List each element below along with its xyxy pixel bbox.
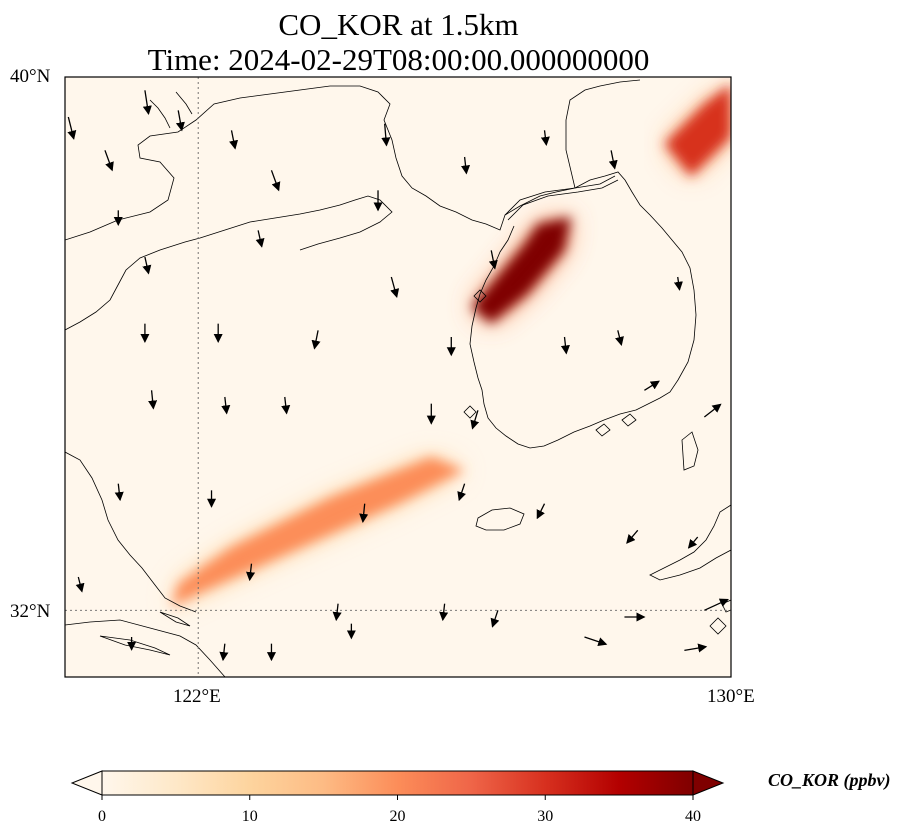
wind-arrow	[270, 170, 281, 192]
map-background	[65, 77, 731, 677]
colorbar-tick-label: 10	[242, 808, 258, 825]
wind-arrow	[359, 503, 369, 523]
wind-arrow	[687, 536, 699, 549]
coastline-korea-east	[565, 79, 641, 189]
map-frame	[64, 76, 732, 678]
wind-arrow	[644, 380, 660, 391]
colorbar-min-extend	[70, 770, 103, 796]
colorbar-label: CO_KOR (ppbv)	[768, 770, 891, 790]
wind-arrow	[67, 116, 77, 140]
wind-arrow	[457, 483, 466, 502]
wind-arrow	[148, 390, 158, 410]
wind-arrow	[626, 529, 639, 544]
wind-arrow	[114, 483, 124, 502]
coastline-dmz-river	[504, 175, 619, 221]
colorbar-gradient	[102, 771, 693, 795]
wind-arrow	[703, 403, 722, 418]
wind-arrow	[470, 410, 480, 430]
wind-arrow	[229, 130, 239, 150]
coastline-tsushima	[681, 431, 699, 471]
coastline-east-china	[65, 451, 226, 677]
wind-arrow	[488, 250, 498, 270]
ne-corner-plume	[664, 83, 731, 177]
chart-subtitle: Time: 2024-02-29T08:00:00.000000000	[147, 42, 650, 77]
island-cluster	[463, 289, 637, 437]
wind-arrow	[246, 563, 256, 582]
wind-arrow	[104, 150, 114, 172]
colorbar: 0 10 20 30 40	[70, 770, 725, 825]
wind-arrow	[615, 330, 624, 346]
colorbar-tick-label: 0	[98, 808, 106, 825]
coastline-bohai	[65, 85, 576, 241]
coastline-korea-west	[469, 171, 697, 449]
colorbar-tick-label: 20	[390, 808, 406, 825]
wind-arrow	[673, 276, 683, 291]
lon-label-122: 122°E	[173, 686, 221, 707]
wind-arrow	[255, 230, 265, 248]
wind-arrow	[461, 156, 471, 175]
wind-arrow	[75, 576, 85, 593]
wind-arrow	[560, 336, 570, 355]
coastline-yangtze-islands	[99, 611, 191, 656]
lat-label-40: 40°N	[10, 66, 51, 87]
colorbar-tick-label: 40	[685, 808, 701, 825]
wind-arrow	[390, 276, 400, 299]
wind-arrow	[219, 643, 229, 662]
lat-label-32: 32°N	[10, 601, 51, 622]
wind-arrow	[439, 603, 449, 622]
wind-arrow	[311, 330, 321, 350]
korea-high-plume	[471, 217, 572, 324]
sw-plume-band	[171, 457, 465, 607]
wind-arrow	[332, 603, 342, 622]
colorbar-max-extend	[692, 770, 725, 796]
wind-arrow	[608, 150, 618, 170]
coastline-kyushu	[649, 504, 731, 581]
wind-arrow	[536, 503, 546, 520]
lon-label-130: 130°E	[707, 686, 755, 707]
wind-arrow	[175, 110, 185, 132]
coastline-liaodong-inner	[149, 91, 193, 129]
wind-arrow	[281, 396, 291, 415]
colorbar-tick-label: 30	[537, 808, 553, 825]
wind-arrow	[704, 598, 729, 611]
island-jeju	[475, 507, 525, 531]
wind-arrow	[540, 130, 550, 147]
chart-title: CO_KOR at 1.5km	[278, 7, 519, 42]
wind-arrow	[142, 256, 152, 275]
wind-arrow	[142, 90, 152, 116]
wind-arrow	[584, 636, 608, 647]
wind-arrow	[381, 123, 391, 147]
coastline-shandong	[65, 195, 393, 331]
wind-arrow	[490, 610, 500, 628]
wind-arrow	[221, 396, 231, 415]
wind-arrow	[684, 643, 708, 653]
